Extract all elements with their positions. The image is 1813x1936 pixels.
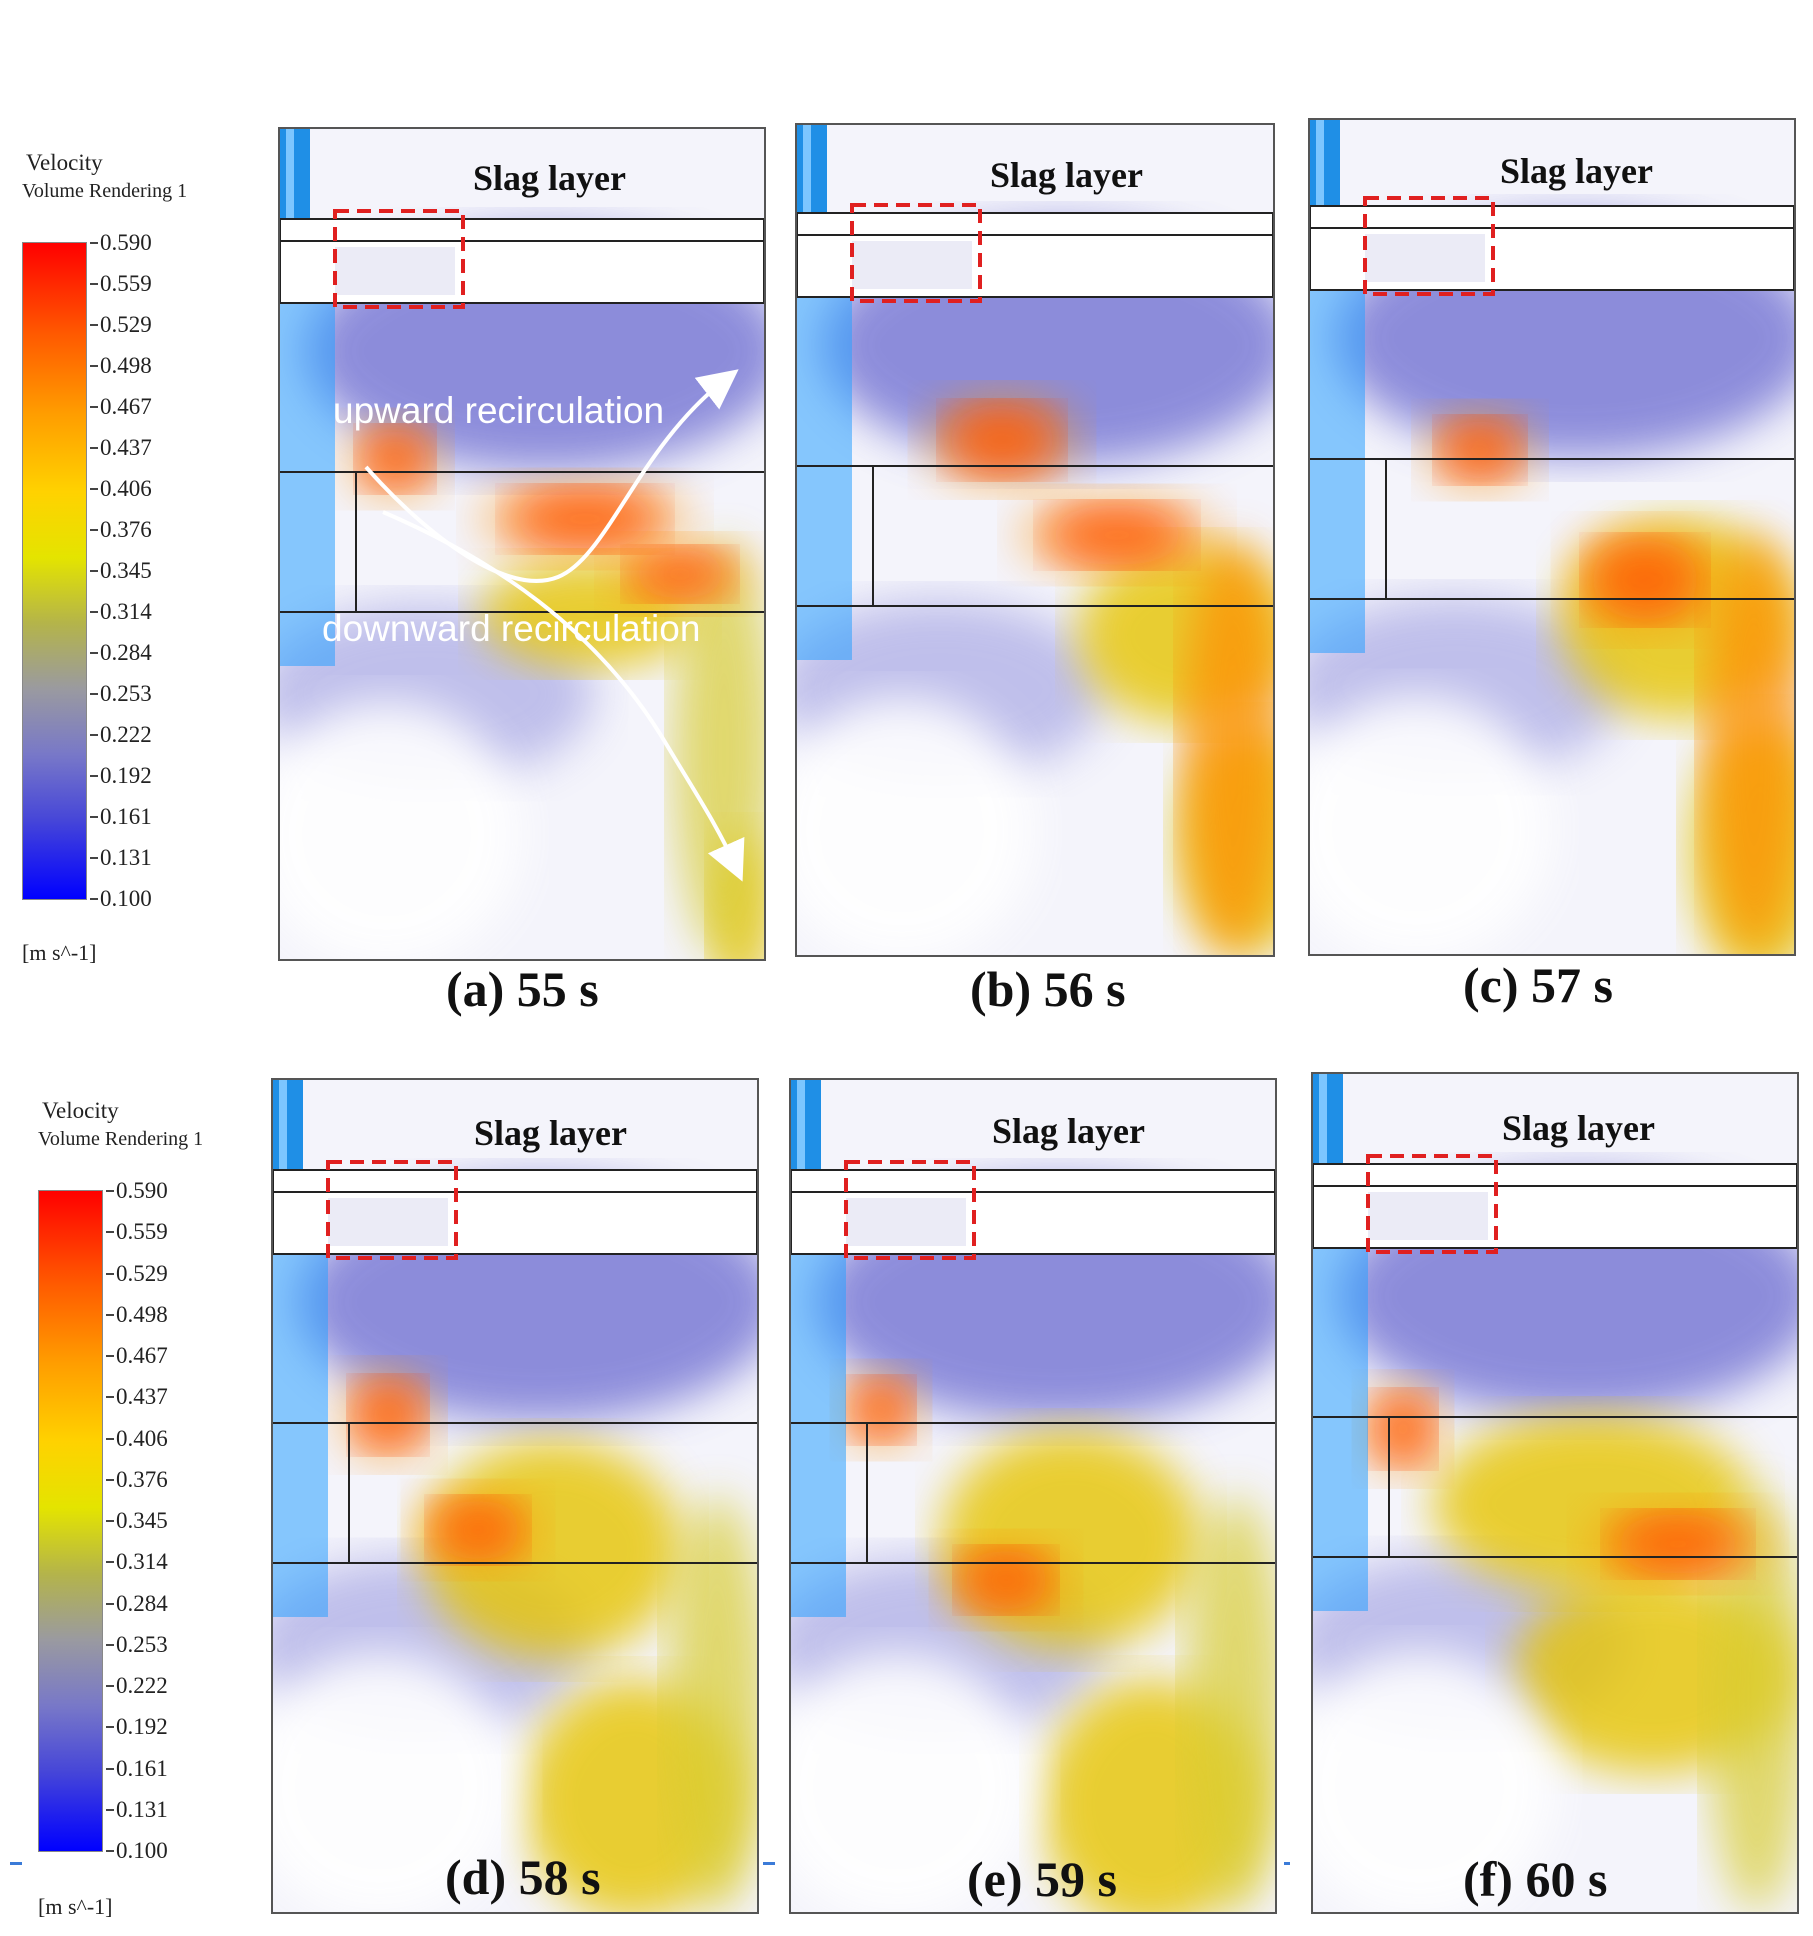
legend-tick-label: 0.222 bbox=[106, 1673, 168, 1698]
velocity-volume-rendering bbox=[791, 1080, 1275, 1912]
legend-title: Velocity bbox=[42, 1098, 119, 1123]
slag-layer-label: Slag layer bbox=[474, 1113, 627, 1153]
decorative-dash bbox=[1284, 1862, 1290, 1865]
legend-tick-label: 0.131 bbox=[90, 845, 152, 870]
legend-tick-label: 0.131 bbox=[106, 1796, 168, 1822]
legend-tick-label: 0.498 bbox=[90, 353, 152, 378]
slag-layer-label: Slag layer bbox=[473, 158, 626, 198]
legend-tick-label: 0.590 bbox=[106, 1178, 168, 1203]
legend-tick-label: 0.437 bbox=[106, 1384, 168, 1410]
legend-tick-label: 0.559 bbox=[90, 271, 152, 296]
legend-title: Velocity bbox=[26, 150, 103, 175]
legend-tick-label: 0.467 bbox=[90, 394, 152, 419]
panel-f-flow-field bbox=[1311, 1072, 1799, 1914]
slag-layer-label: Slag layer bbox=[1500, 151, 1653, 191]
panel-e-flow-field bbox=[789, 1078, 1277, 1914]
panel-d-flow-field bbox=[271, 1078, 759, 1914]
legend-tick-label: 0.345 bbox=[106, 1508, 168, 1533]
legend-tick-label: 0.100 bbox=[90, 886, 152, 911]
legend-tick-label: 0.529 bbox=[106, 1260, 168, 1286]
legend-tick-label: 0.467 bbox=[106, 1343, 168, 1368]
legend-tick-label: 0.559 bbox=[106, 1219, 168, 1245]
legend-tick-label: 0.406 bbox=[106, 1425, 168, 1451]
velocity-volume-rendering bbox=[1313, 1074, 1797, 1912]
legend-color-bar bbox=[22, 242, 87, 900]
legend-tick-label: 0.314 bbox=[90, 599, 152, 624]
decorative-dash bbox=[763, 1862, 775, 1865]
legend-tick-label: 0.345 bbox=[90, 558, 152, 583]
slag-layer-label: Slag layer bbox=[990, 155, 1143, 195]
slag-layer-label: Slag layer bbox=[992, 1111, 1145, 1151]
panel-f-caption: (f) 60 s bbox=[1463, 1851, 1608, 1907]
decorative-dash bbox=[10, 1862, 22, 1865]
panel-c-caption: (c) 57 s bbox=[1463, 957, 1613, 1013]
panel-a-flow-field bbox=[278, 127, 766, 961]
legend-tick-label: 0.192 bbox=[106, 1714, 168, 1740]
velocity-legend-bottom: Velocity Volume Rendering 1 0.590 0.559 0.… bbox=[38, 1098, 268, 1928]
legend-tick-label: 0.284 bbox=[106, 1590, 168, 1616]
legend-tick-label: 0.253 bbox=[90, 681, 152, 706]
panel-d-caption: (d) 58 s bbox=[445, 1849, 601, 1905]
legend-tick-label: 0.253 bbox=[106, 1631, 168, 1657]
velocity-legend-top: Velocity Volume Rendering 1 0.590 0.559 0.… bbox=[22, 150, 252, 965]
legend-unit: [m s^-1] bbox=[38, 1894, 113, 1919]
legend-tick-label: 0.222 bbox=[90, 722, 152, 747]
legend-tick-label: 0.100 bbox=[106, 1838, 168, 1863]
velocity-volume-rendering bbox=[797, 125, 1273, 955]
slag-layer-label: Slag layer bbox=[1502, 1108, 1655, 1148]
legend-tick-label: 0.498 bbox=[106, 1301, 168, 1327]
panel-e-caption: (e) 59 s bbox=[967, 1851, 1117, 1907]
upward-recirculation-label: upward recirculation bbox=[333, 390, 665, 431]
panel-b-caption: (b) 56 s bbox=[970, 961, 1126, 1017]
legend-tick-label: 0.406 bbox=[90, 476, 152, 501]
legend-tick-label: 0.529 bbox=[90, 312, 152, 337]
velocity-volume-rendering bbox=[273, 1080, 757, 1912]
legend-tick-label: 0.376 bbox=[106, 1466, 168, 1492]
velocity-volume-rendering bbox=[280, 129, 764, 959]
legend-tick-label: 0.284 bbox=[90, 640, 152, 665]
recirculation-arrows bbox=[364, 369, 745, 882]
legend-subtitle: Volume Rendering 1 bbox=[22, 180, 188, 202]
legend-tick-label: 0.376 bbox=[90, 517, 152, 542]
panel-c-flow-field bbox=[1308, 118, 1796, 956]
legend-tick-label: 0.192 bbox=[90, 763, 152, 788]
downward-recirculation-label: downward recirculation bbox=[322, 608, 701, 649]
panel-b-flow-field bbox=[795, 123, 1275, 957]
velocity-volume-rendering bbox=[1310, 120, 1794, 954]
legend-subtitle: Volume Rendering 1 bbox=[38, 1128, 204, 1150]
legend-tick-label: 0.437 bbox=[90, 435, 152, 460]
panel-a-caption: (a) 55 s bbox=[446, 961, 599, 1017]
legend-tick-label: 0.161 bbox=[106, 1755, 168, 1781]
legend-tick-label: 0.314 bbox=[106, 1549, 168, 1575]
legend-tick-label: 0.590 bbox=[90, 230, 152, 255]
legend-unit: [m s^-1] bbox=[22, 940, 97, 965]
legend-tick-label: 0.161 bbox=[90, 804, 152, 829]
legend-color-bar bbox=[38, 1190, 103, 1852]
